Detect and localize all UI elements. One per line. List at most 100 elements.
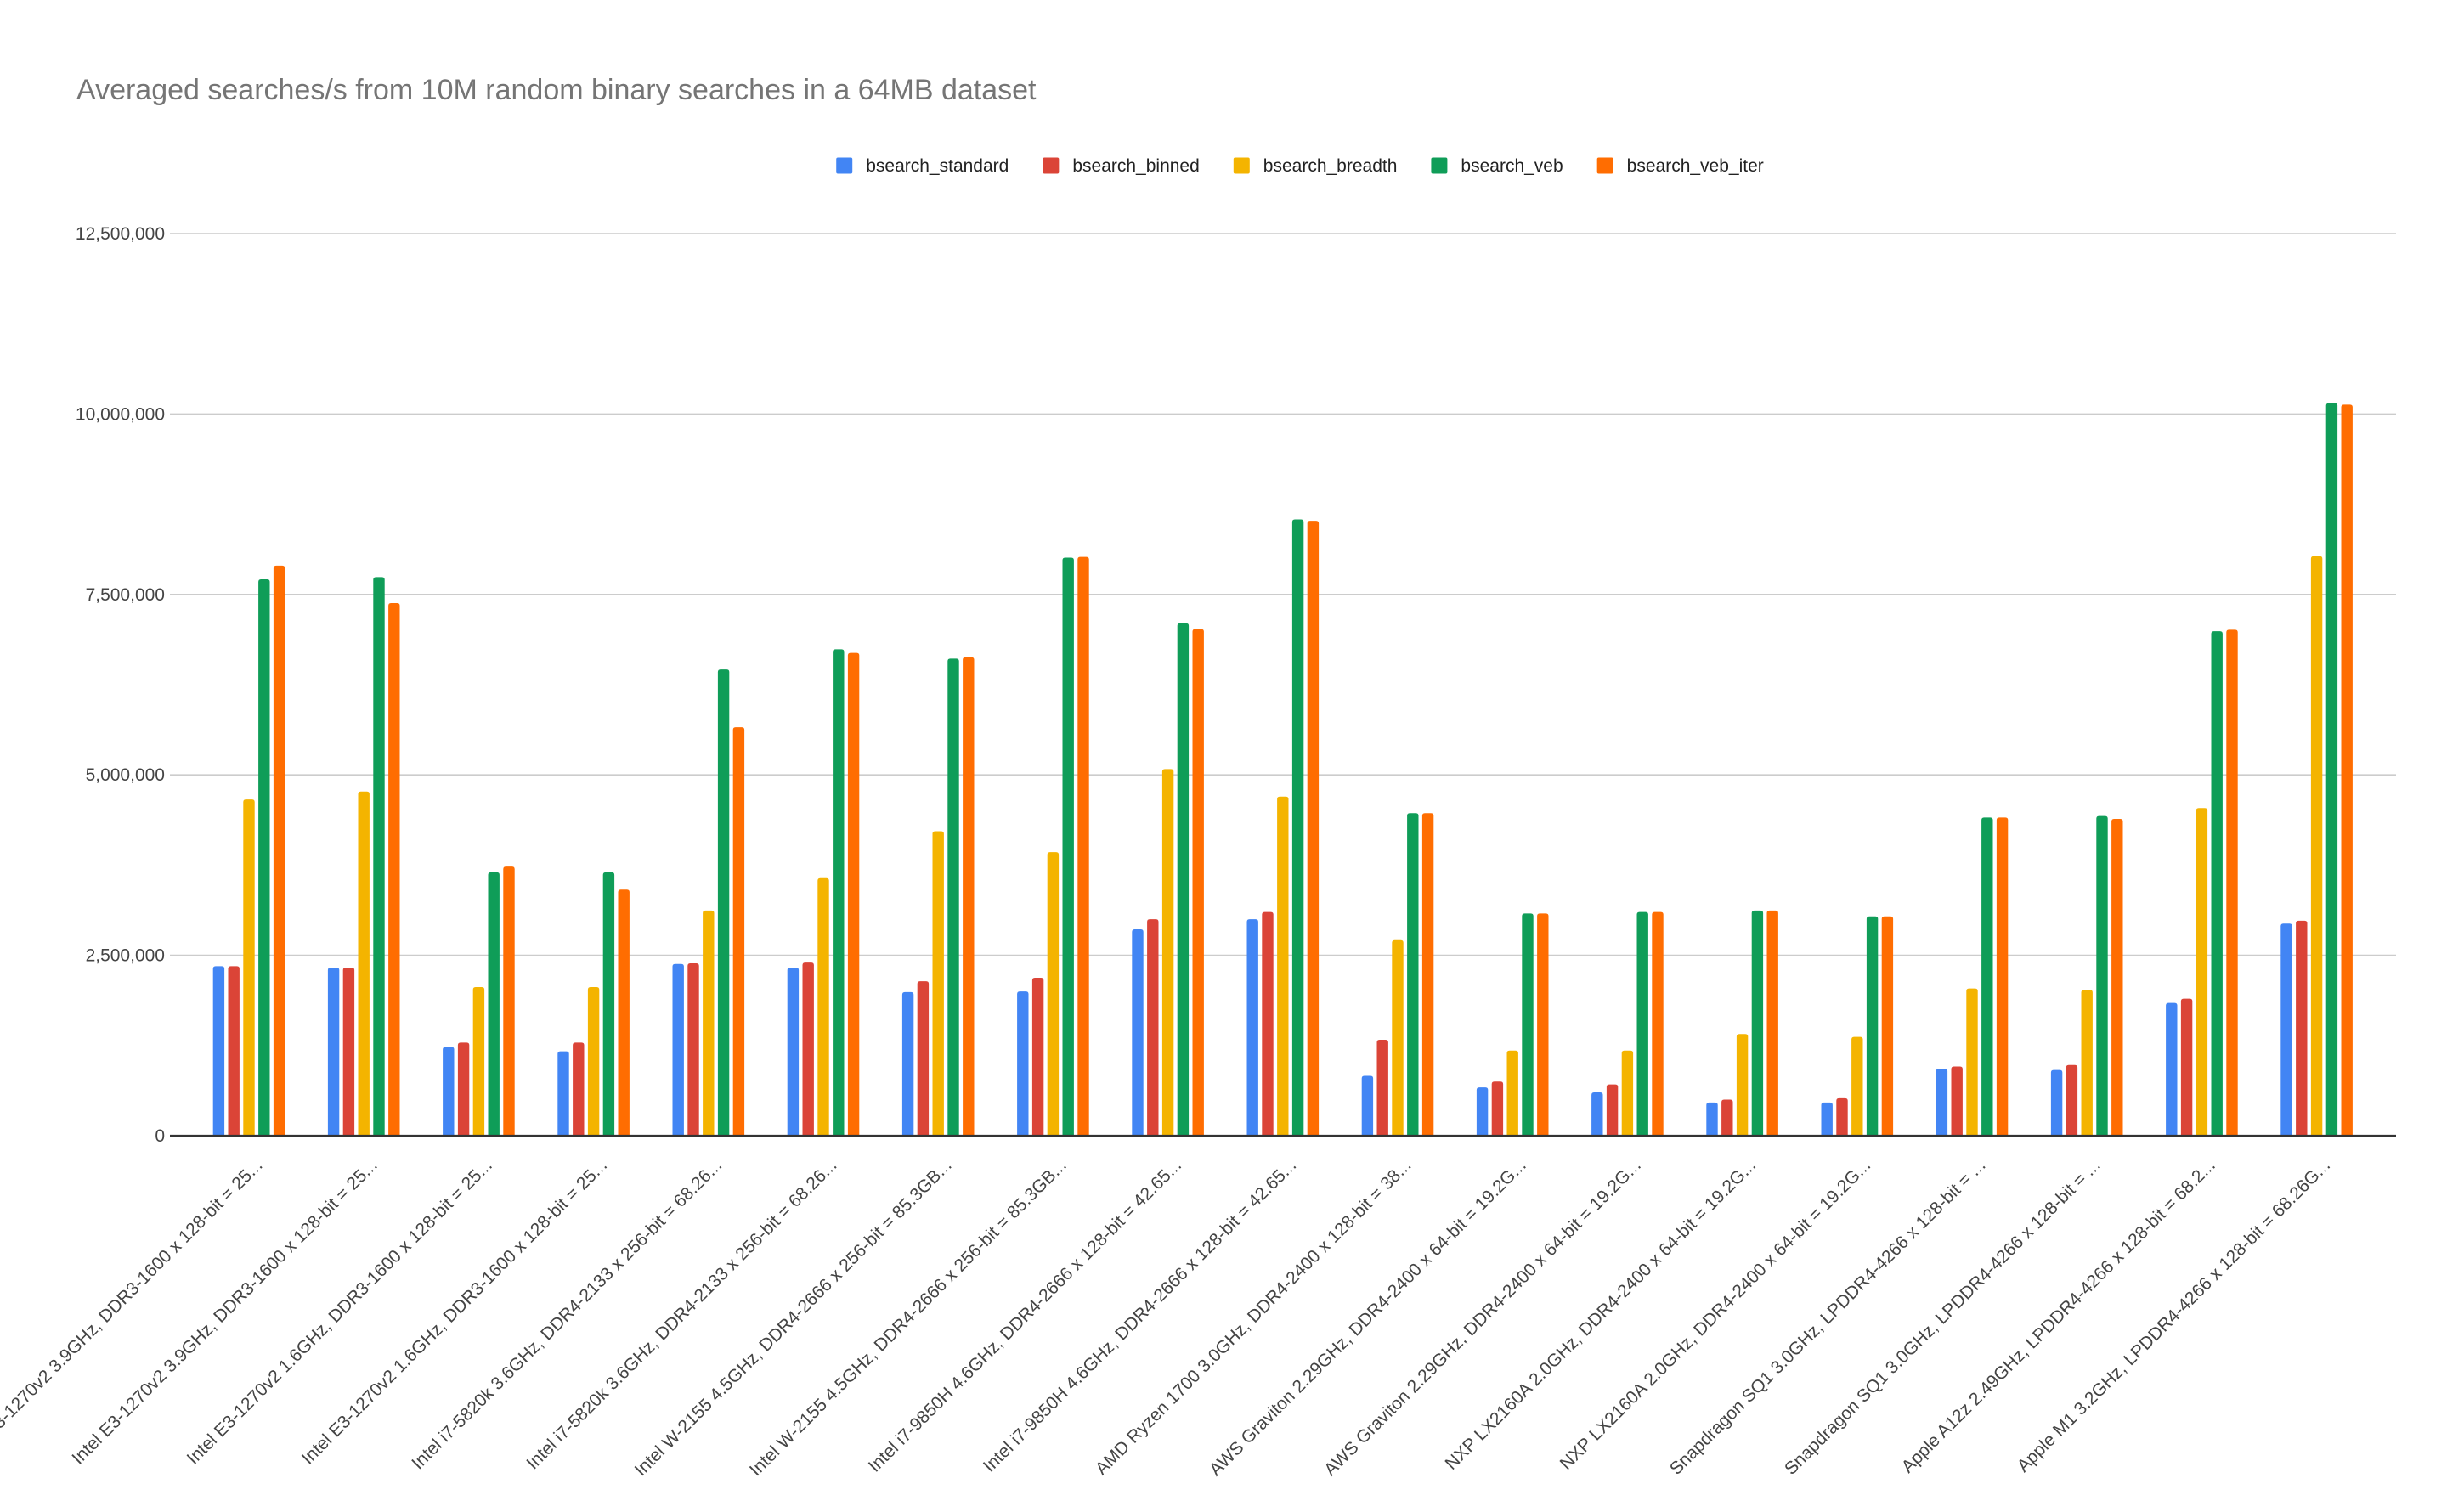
bar-bsearch_breadth-12 <box>1621 1050 1634 1136</box>
legend-swatch <box>1431 157 1448 174</box>
legend-item-bsearch_veb_iter: bsearch_veb_iter <box>1596 156 1764 176</box>
bar-bsearch_veb_iter-15 <box>1996 817 2009 1136</box>
bar-bsearch_breadth-6 <box>932 831 944 1136</box>
bar-bsearch_veb_iter-2 <box>503 866 515 1136</box>
bar-bsearch_breadth-18 <box>2310 556 2323 1136</box>
y-tick-label: 0 <box>155 1126 165 1146</box>
legend-item-bsearch_standard: bsearch_standard <box>836 156 1009 176</box>
bar-bsearch_breadth-4 <box>703 910 715 1136</box>
bar-bsearch_veb-5 <box>833 649 845 1136</box>
bar-bsearch_veb_iter-0 <box>273 565 285 1136</box>
legend-item-bsearch_breadth: bsearch_breadth <box>1233 156 1397 176</box>
bar-bsearch_veb-14 <box>1866 916 1879 1136</box>
bar-bsearch_standard-5 <box>787 968 800 1136</box>
bar-bsearch_breadth-13 <box>1736 1034 1749 1136</box>
bar-bsearch_standard-1 <box>327 968 340 1136</box>
bar-bsearch_binned-6 <box>917 981 930 1136</box>
bar-bsearch_veb-8 <box>1177 623 1190 1136</box>
bar-bsearch_veb-6 <box>947 658 959 1136</box>
bar-bsearch_standard-0 <box>212 966 225 1136</box>
bar-bsearch_standard-12 <box>1591 1092 1603 1136</box>
bar-bsearch_veb_iter-8 <box>1192 629 1204 1136</box>
bar-bsearch_veb-4 <box>717 669 730 1136</box>
bar-bsearch_veb_iter-13 <box>1766 910 1778 1136</box>
y-tick-label: 10,000,000 <box>76 404 165 424</box>
bar-bsearch_veb_iter-1 <box>388 602 400 1136</box>
bar-bsearch_veb_iter-6 <box>963 657 975 1136</box>
bar-bsearch_veb-1 <box>373 577 385 1136</box>
bar-bsearch_standard-9 <box>1246 919 1258 1136</box>
legend-item-bsearch_veb: bsearch_veb <box>1431 156 1563 176</box>
bar-bsearch_binned-7 <box>1031 977 1044 1136</box>
legend-swatch <box>1596 157 1613 174</box>
bar-bsearch_veb_iter-9 <box>1307 521 1320 1136</box>
bar-bsearch_breadth-17 <box>2196 808 2208 1136</box>
bar-bsearch_veb_iter-10 <box>1421 813 1434 1136</box>
bar-bsearch_veb_iter-7 <box>1077 556 1089 1136</box>
y-tick-label: 2,500,000 <box>86 946 165 966</box>
bar-bsearch_veb-9 <box>1291 519 1304 1136</box>
bar-bsearch_binned-14 <box>1836 1097 1848 1136</box>
bar-bsearch_binned-4 <box>687 962 699 1136</box>
y-tick-label: 12,500,000 <box>76 224 165 244</box>
bar-bsearch_veb-13 <box>1751 910 1764 1136</box>
bar-bsearch_standard-16 <box>2050 1069 2063 1136</box>
bar-bsearch_binned-11 <box>1491 1081 1504 1136</box>
bar-bsearch_veb-15 <box>1981 817 1993 1136</box>
bar-bsearch_veb_iter-4 <box>732 727 745 1136</box>
bar-bsearch_standard-14 <box>1821 1102 1833 1136</box>
bar-bsearch_breadth-14 <box>1851 1036 1863 1136</box>
bar-bsearch_binned-3 <box>573 1042 585 1136</box>
legend-swatch <box>1043 157 1060 174</box>
bar-bsearch_veb_iter-11 <box>1537 913 1549 1136</box>
bar-bsearch_standard-3 <box>557 1051 569 1136</box>
bar-bsearch_breadth-0 <box>243 799 255 1136</box>
bar-bsearch_breadth-16 <box>2081 990 2093 1136</box>
bar-bsearch_veb-7 <box>1062 557 1074 1136</box>
legend-item-bsearch_binned: bsearch_binned <box>1043 156 1200 176</box>
bar-bsearch_veb_iter-5 <box>847 652 860 1136</box>
legend-swatch <box>1233 157 1250 174</box>
legend: bsearch_standard bsearch_binned bsearch_br… <box>836 156 1764 176</box>
bar-bsearch_veb-11 <box>1522 913 1534 1136</box>
y-tick-label: 7,500,000 <box>86 585 165 605</box>
bar-bsearch_veb_iter-14 <box>1881 916 1894 1136</box>
bar-bsearch_breadth-9 <box>1277 796 1289 1136</box>
bar-bsearch_veb-16 <box>2096 815 2108 1136</box>
bar-bsearch_standard-4 <box>672 963 684 1136</box>
bar-bsearch_binned-12 <box>1606 1084 1619 1136</box>
bar-bsearch_breadth-11 <box>1506 1050 1518 1136</box>
bar-bsearch_binned-17 <box>2180 998 2193 1136</box>
bar-bsearch_standard-10 <box>1361 1075 1374 1136</box>
bar-bsearch_breadth-10 <box>1392 939 1404 1136</box>
y-axis-ticks: 0 2,500,000 5,000,000 7,500,000 10,000,000 12… <box>76 224 165 1146</box>
bar-bsearch_breadth-7 <box>1047 852 1060 1136</box>
y-tick-label: 5,000,000 <box>86 765 165 785</box>
bar-bsearch_veb_iter-3 <box>618 889 630 1136</box>
bar-bsearch_binned-9 <box>1262 911 1274 1136</box>
bar-bsearch_binned-0 <box>228 966 240 1136</box>
bar-bsearch_veb-17 <box>2211 631 2223 1136</box>
bar-bsearch_binned-1 <box>342 968 355 1136</box>
bar-bsearch_veb-0 <box>258 578 270 1136</box>
legend-label: bsearch_binned <box>1072 156 1199 176</box>
bar-bsearch_breadth-8 <box>1161 769 1174 1136</box>
bar-bsearch_binned-15 <box>1951 1066 1963 1136</box>
bar-bsearch_veb_iter-12 <box>1652 911 1664 1136</box>
bar-bsearch_breadth-15 <box>1966 988 1978 1136</box>
bar-bsearch_standard-2 <box>443 1047 455 1136</box>
bar-bsearch_standard-6 <box>901 991 914 1136</box>
bar-bsearch_veb-2 <box>488 872 500 1136</box>
bar-bsearch_veb-18 <box>2325 403 2338 1136</box>
bar-bsearch_binned-8 <box>1147 919 1159 1136</box>
legend-label: bsearch_veb_iter <box>1627 156 1764 176</box>
bar-bsearch_breadth-2 <box>472 986 485 1136</box>
bar-bsearch_veb-10 <box>1407 813 1419 1136</box>
bar-bsearch_breadth-3 <box>587 986 600 1136</box>
bar-bsearch_standard-18 <box>2280 923 2292 1136</box>
bars <box>212 403 2353 1136</box>
bar-bsearch_standard-15 <box>1936 1068 1948 1136</box>
legend-label: bsearch_veb <box>1461 156 1563 176</box>
